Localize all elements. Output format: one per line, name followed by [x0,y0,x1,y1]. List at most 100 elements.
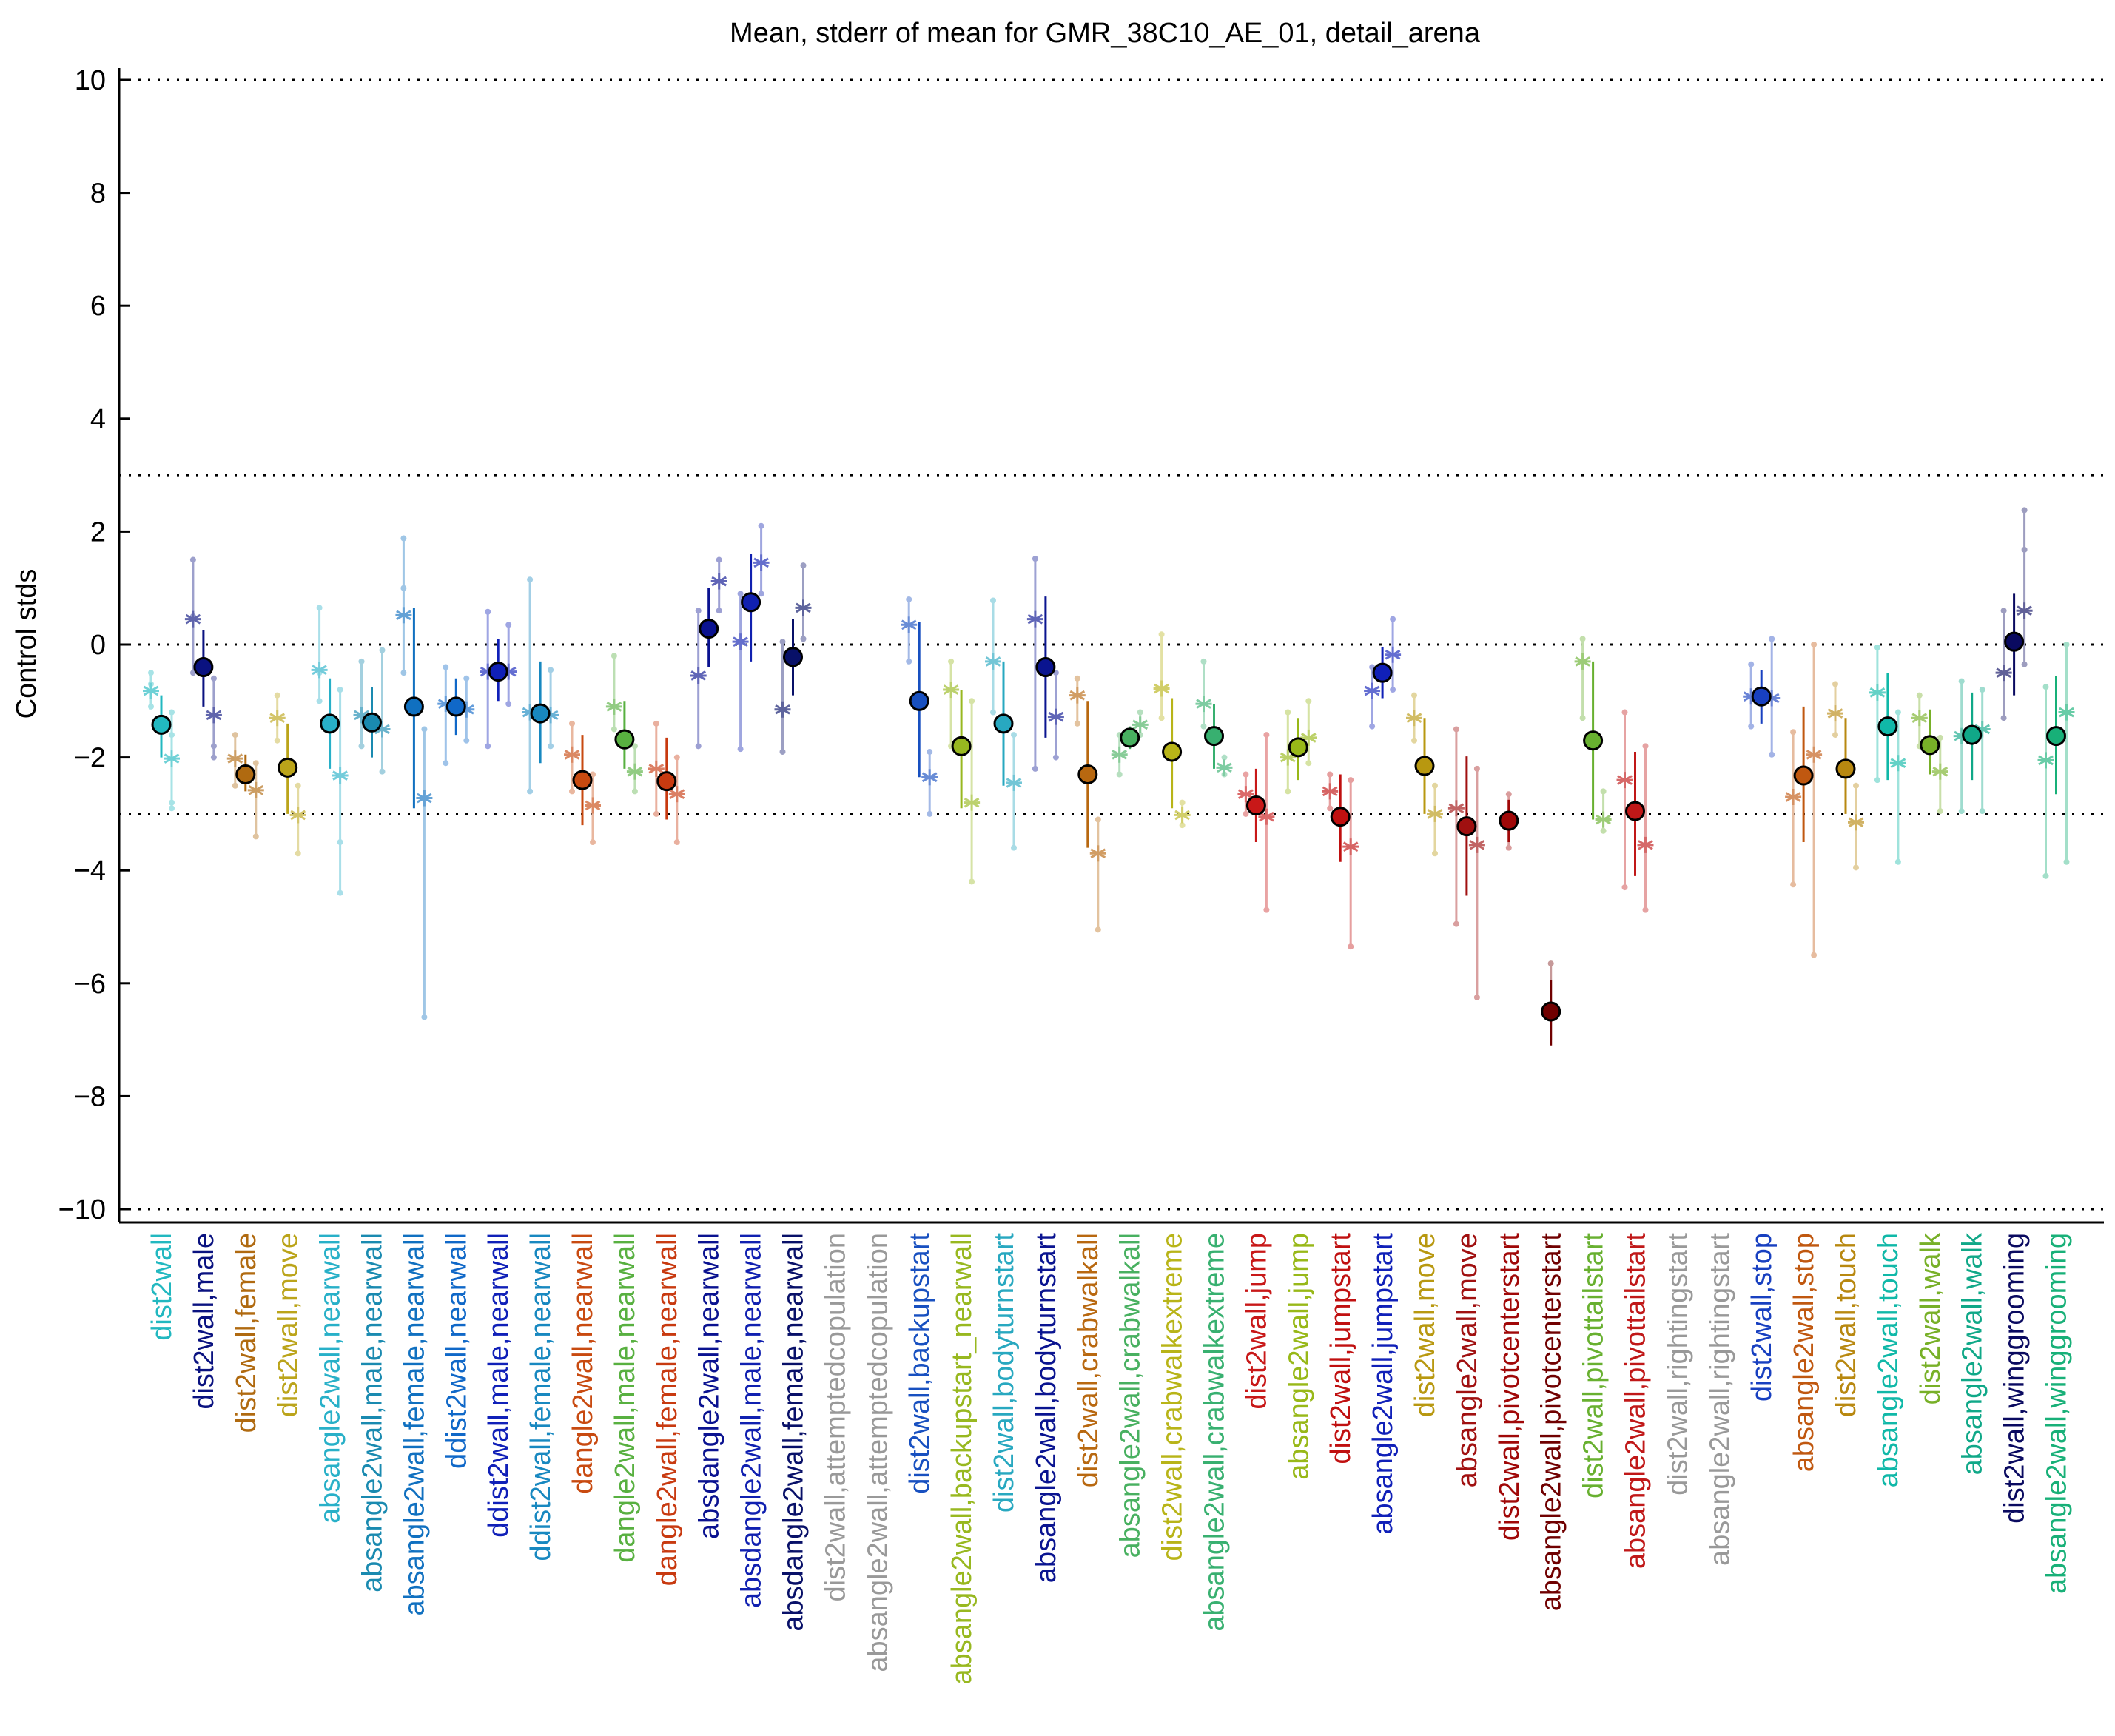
category-group [605,653,643,795]
x-tick-label: ddist2wall,male,nearwall [483,1233,514,1538]
individual-point [379,647,386,653]
individual-point [274,737,280,744]
y-tick-label: 8 [90,178,106,209]
mean-marker [1035,657,1056,678]
sex-mean-marker [626,763,643,780]
individual-point [1179,822,1186,829]
individual-point [1811,952,1818,958]
individual-point [274,692,280,699]
individual-point [927,748,933,755]
category-group [1322,771,1359,950]
x-tick-label: absangle2wall,jumpstart [1368,1233,1399,1535]
mean-marker [1204,726,1224,747]
x-tick-label: dist2wall,jump [1241,1233,1272,1410]
individual-point [505,701,512,707]
category-group [901,596,938,817]
sex-mean-marker [1153,680,1170,697]
mean-marker [1962,724,1983,745]
individual-point [990,709,996,716]
reference-lines [119,78,2104,1211]
x-tick-label: absangle2wall,stop [1789,1233,1820,1472]
individual-point [611,726,617,733]
individual-point [400,535,407,542]
x-tick-label: dist2wall,female [231,1233,262,1433]
individual-point [1937,808,1943,815]
x-tick-label: dist2wall,pivottailstart [1578,1233,1610,1498]
mean-marker [1793,765,1814,786]
sex-mean-marker [1069,687,1086,704]
x-tick-label: ddist2wall,nearwall [441,1233,472,1469]
individual-point [1958,678,1965,684]
sex-mean-marker [1595,811,1612,828]
mean-marker [572,770,593,790]
individual-point [1305,698,1312,704]
individual-point [463,737,470,744]
category-group [522,576,559,795]
individual-point [927,810,933,817]
sex-mean-marker [1848,814,1864,831]
individual-point [1285,788,1291,795]
x-tick-label: dist2wall [147,1233,178,1341]
category-group [437,664,475,767]
x-tick-label: absangle2wall,female,nearwall [399,1233,430,1616]
mean-marker [614,729,635,750]
sex-mean-marker [1616,772,1633,789]
individual-point [1348,777,1354,784]
individual-point [210,754,217,761]
x-tick-label: ddist2wall,female,nearwall [525,1233,557,1561]
individual-point [1579,715,1586,721]
mean-marker [1330,807,1351,827]
mean-marker [909,690,929,711]
individual-point [969,698,975,704]
individual-point [337,889,343,896]
individual-point [2063,642,2070,647]
individual-point [1748,661,1755,667]
x-tick-label: absangle2wall,touch [1873,1233,1904,1487]
category-group [1026,556,1064,772]
individual-point [1011,732,1017,739]
sex-mean-marker [1427,805,1443,822]
sex-mean-marker [710,573,727,590]
individual-point [590,839,596,846]
sex-mean-marker [1468,836,1485,853]
sex-mean-marker [690,667,707,684]
category-group [1237,732,1275,913]
x-tick-label: dist2wall,attemptedcopulation [820,1233,851,1602]
individual-point [169,709,175,716]
individual-point [1074,675,1080,682]
individual-point [1032,556,1038,562]
x-tick-label: absangle2wall,male,nearwall [357,1233,389,1592]
mean-marker [1877,716,1898,737]
sex-mean-marker [226,750,243,767]
individual-point [379,768,386,775]
sex-mean-marker [1006,774,1022,791]
x-tick-label: dist2wall,backupstart [904,1233,935,1494]
individual-point [295,782,301,789]
sex-mean-marker [289,807,306,824]
mean-marker [951,736,972,756]
category-group [1364,616,1402,730]
individual-point [485,743,491,750]
mean-marker [1414,756,1435,776]
individual-point [716,556,722,563]
sex-mean-marker [1406,710,1422,727]
individual-point [1832,681,1838,687]
category-group [1195,658,1233,778]
sex-mean-marker [416,790,433,807]
individual-point [169,805,175,812]
sex-mean-marker [1364,682,1381,699]
x-tick-label: absangle2wall,walk [1957,1232,1988,1475]
individual-point [1179,799,1186,806]
sex-mean-marker [1111,746,1128,763]
sex-mean-marker [143,682,159,699]
individual-point [1621,709,1628,716]
individual-point [337,687,343,693]
sex-mean-marker [1637,836,1654,853]
sex-mean-marker [2037,752,2054,769]
category-group [269,692,306,857]
individual-point [695,743,702,750]
sex-mean-marker [184,610,201,628]
individual-point [443,760,449,767]
mean-marker [530,703,551,724]
category-group [395,535,433,1020]
